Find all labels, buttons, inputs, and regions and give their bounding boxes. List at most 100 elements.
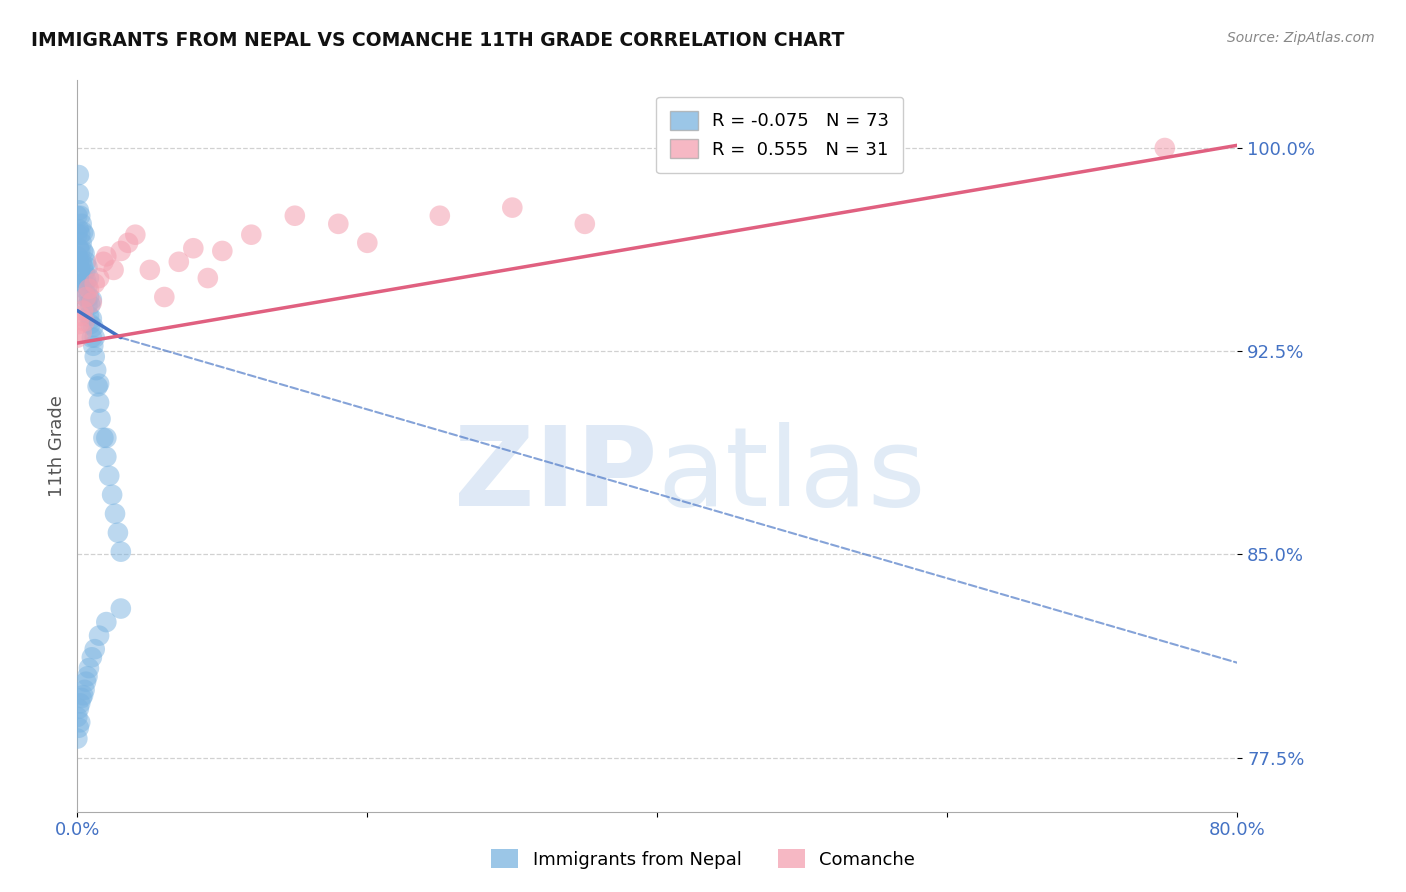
Point: [67, 721, 90, 735]
Point: [356, 235, 378, 250]
Point: [75, 254, 97, 268]
Point: [96, 615, 118, 629]
Point: [66, 227, 89, 242]
Point: [69, 244, 91, 258]
Point: [69, 227, 91, 242]
Point: [67, 254, 90, 268]
Point: [117, 235, 139, 250]
Point: [77, 271, 100, 285]
Point: [574, 217, 596, 231]
Point: [80, 293, 103, 307]
Point: [83, 350, 105, 364]
Point: [67, 317, 90, 331]
Point: [87, 395, 110, 409]
Point: [77, 290, 100, 304]
Point: [76, 279, 98, 293]
Point: [110, 544, 132, 558]
Point: [77, 661, 100, 675]
Point: [66, 249, 89, 263]
Legend: R = -0.075   N = 73, R =  0.555   N = 31: R = -0.075 N = 73, R = 0.555 N = 31: [657, 96, 904, 173]
Y-axis label: 11th Grade: 11th Grade: [48, 395, 66, 497]
Point: [72, 244, 94, 258]
Point: [124, 227, 146, 242]
Point: [93, 254, 115, 268]
Point: [69, 697, 91, 711]
Point: [96, 431, 118, 445]
Point: [83, 642, 105, 657]
Point: [70, 254, 93, 268]
Point: [83, 277, 105, 291]
Text: Source: ZipAtlas.com: Source: ZipAtlas.com: [1227, 31, 1375, 45]
Point: [73, 266, 96, 280]
Point: [110, 244, 132, 258]
Point: [104, 507, 127, 521]
Point: [67, 203, 90, 218]
Point: [167, 254, 190, 268]
Point: [72, 277, 94, 291]
Point: [77, 282, 100, 296]
Point: [66, 209, 89, 223]
Point: [103, 263, 125, 277]
Point: [83, 331, 105, 345]
Point: [69, 309, 91, 323]
Point: [73, 314, 96, 328]
Point: [73, 282, 96, 296]
Point: [67, 222, 90, 236]
Point: [70, 271, 93, 285]
Point: [69, 209, 91, 223]
Point: [66, 710, 89, 724]
Point: [72, 260, 94, 275]
Point: [110, 601, 132, 615]
Point: [70, 217, 93, 231]
Point: [87, 271, 110, 285]
Point: [67, 168, 90, 182]
Point: [73, 246, 96, 260]
Point: [76, 260, 98, 275]
Point: [69, 715, 91, 730]
Point: [96, 249, 118, 263]
Point: [84, 363, 107, 377]
Point: [75, 290, 97, 304]
Point: [107, 525, 129, 540]
Point: [501, 201, 523, 215]
Point: [98, 468, 121, 483]
Point: [96, 450, 118, 464]
Point: [70, 325, 93, 339]
Point: [93, 431, 115, 445]
Point: [80, 295, 103, 310]
Point: [77, 309, 100, 323]
Point: [66, 731, 89, 746]
Point: [67, 241, 90, 255]
Point: [70, 235, 93, 250]
Point: [328, 217, 350, 231]
Text: ZIP: ZIP: [454, 422, 658, 529]
Legend: Immigrants from Nepal, Comanche: Immigrants from Nepal, Comanche: [484, 842, 922, 876]
Point: [66, 331, 89, 345]
Point: [79, 317, 101, 331]
Point: [90, 412, 111, 426]
Point: [76, 669, 98, 683]
Point: [86, 379, 108, 393]
Point: [139, 263, 162, 277]
Point: [87, 629, 110, 643]
Point: [211, 244, 233, 258]
Point: [101, 488, 124, 502]
Text: IMMIGRANTS FROM NEPAL VS COMANCHE 11TH GRADE CORRELATION CHART: IMMIGRANTS FROM NEPAL VS COMANCHE 11TH G…: [31, 31, 845, 50]
Point: [183, 241, 205, 255]
Point: [67, 702, 90, 716]
Point: [197, 271, 219, 285]
Point: [79, 298, 101, 312]
Point: [1153, 141, 1175, 155]
Point: [69, 263, 91, 277]
Point: [75, 274, 97, 288]
Point: [153, 290, 176, 304]
Point: [284, 209, 307, 223]
Point: [80, 331, 103, 345]
Point: [73, 227, 96, 242]
Point: [72, 688, 94, 702]
Point: [76, 298, 98, 312]
Point: [429, 209, 451, 223]
Point: [80, 311, 103, 326]
Point: [75, 290, 97, 304]
Point: [240, 227, 263, 242]
